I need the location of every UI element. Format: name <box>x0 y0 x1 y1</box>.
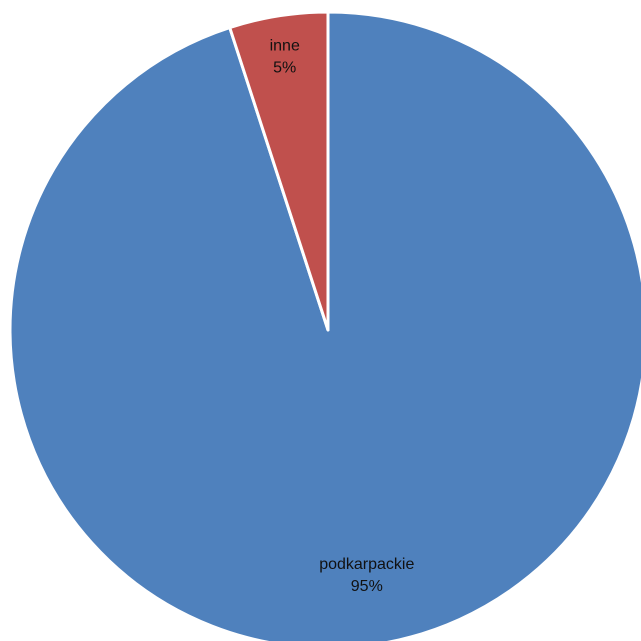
slice-label-inne: inne <box>270 38 300 55</box>
pie-slice-inne <box>228 10 330 332</box>
slice-value-podkarpackie: 95% <box>351 578 383 595</box>
slice-value-inne: 5% <box>273 60 296 77</box>
pie-labels: podkarpackie 95% inne 5% <box>270 38 415 595</box>
pie-slices <box>8 10 641 641</box>
slice-label-podkarpackie: podkarpackie <box>319 556 414 573</box>
